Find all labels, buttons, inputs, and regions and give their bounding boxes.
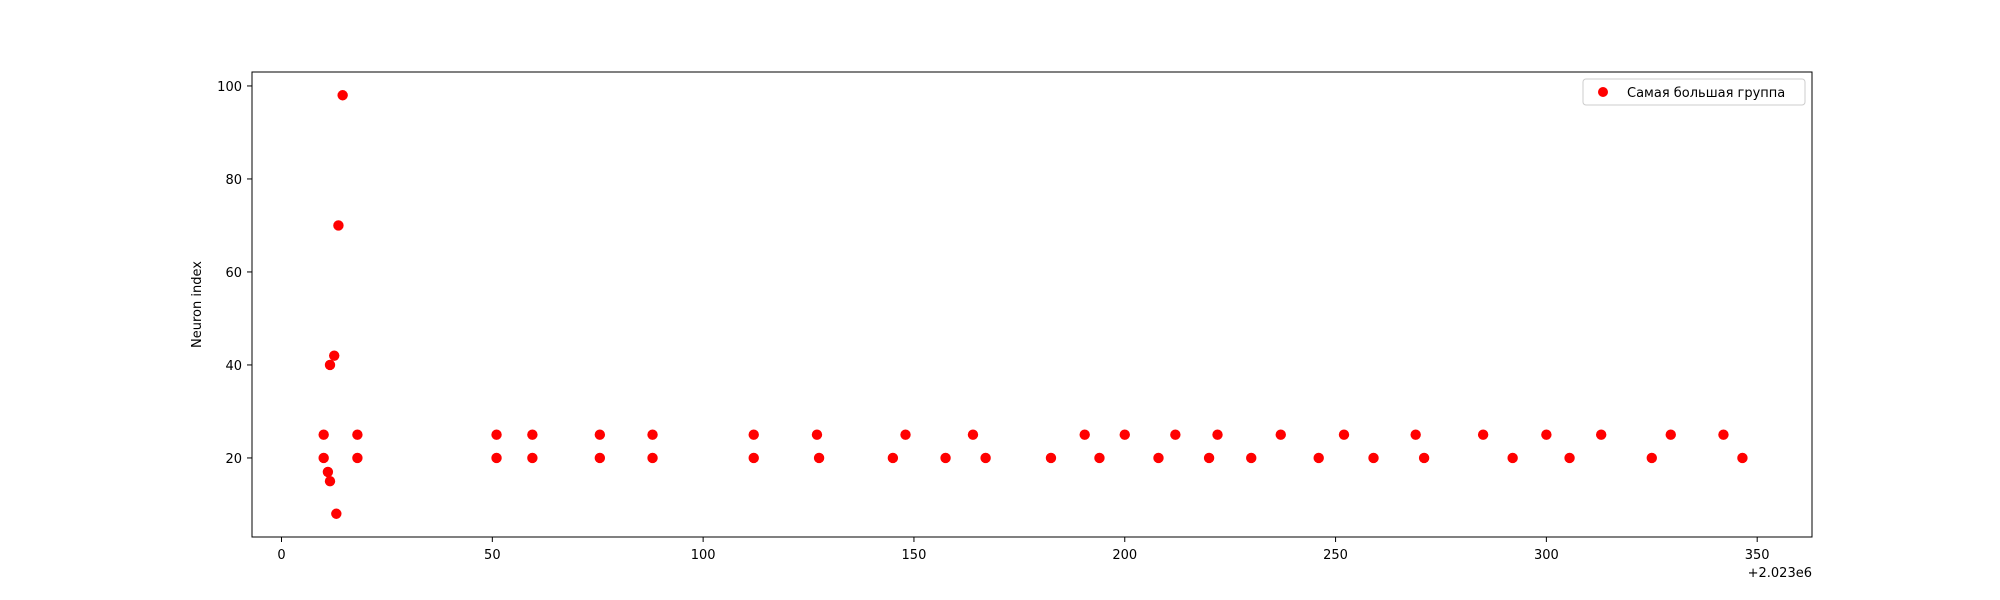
data-point	[1275, 429, 1286, 440]
x-tick-label: 300	[1534, 548, 1559, 563]
y-tick-label: 100	[217, 80, 242, 95]
data-point	[352, 429, 363, 440]
x-tick-label: 50	[484, 548, 501, 563]
y-axis: 20 40 60 80 100	[217, 80, 252, 467]
data-point	[318, 429, 329, 440]
data-point	[1477, 429, 1489, 440]
legend-marker	[1598, 87, 1608, 97]
data-point	[1212, 429, 1223, 440]
plot-frame	[251, 71, 1813, 538]
data-point	[1507, 452, 1518, 464]
data-point	[1094, 452, 1105, 464]
data-point	[647, 452, 658, 464]
data-points	[318, 90, 1748, 519]
data-point	[900, 429, 911, 440]
x-tick-label: 150	[902, 548, 927, 563]
data-point	[887, 452, 899, 464]
data-point	[1718, 429, 1729, 440]
data-point	[813, 452, 825, 464]
data-point	[1737, 452, 1748, 464]
legend-entry-label: Самая большая группа	[1627, 86, 1785, 101]
data-point	[1045, 452, 1057, 464]
x-tick-label: 200	[1112, 548, 1137, 563]
x-tick-label: 0	[277, 548, 285, 563]
data-point	[980, 452, 991, 464]
y-axis-label: Neuron index	[190, 261, 205, 348]
data-point	[1079, 429, 1090, 440]
x-tick-label: 350	[1745, 548, 1770, 563]
data-point	[594, 452, 606, 464]
x-tick-label: 250	[1323, 548, 1348, 563]
data-point	[748, 429, 759, 440]
data-point	[940, 452, 951, 464]
data-point	[324, 359, 336, 371]
data-point	[647, 429, 658, 440]
y-tick-label: 40	[225, 359, 242, 374]
data-point	[967, 429, 979, 440]
data-point	[1595, 429, 1607, 440]
data-point	[318, 452, 329, 464]
data-point	[1368, 452, 1379, 464]
data-point	[337, 90, 348, 101]
data-point	[527, 452, 538, 464]
y-tick-label: 20	[225, 452, 242, 467]
data-point	[331, 508, 342, 519]
x-tick-label: 100	[691, 548, 716, 563]
data-point	[324, 476, 336, 487]
data-point	[333, 220, 344, 231]
data-point	[1246, 452, 1257, 464]
data-point	[352, 452, 363, 464]
data-point	[322, 466, 334, 478]
x-axis: 0 50 100 150 200 250 300 350	[277, 537, 1770, 563]
legend: Самая большая группа	[1582, 78, 1806, 106]
data-point	[1153, 452, 1164, 464]
y-tick-label: 60	[225, 266, 242, 281]
data-point	[1203, 452, 1215, 464]
data-point	[1338, 429, 1350, 440]
data-point	[1313, 452, 1324, 464]
data-point	[594, 429, 606, 440]
data-point	[491, 452, 502, 464]
data-point	[1646, 452, 1657, 464]
data-point	[1410, 429, 1421, 440]
data-point	[1665, 429, 1676, 440]
data-point	[527, 429, 538, 440]
data-point	[1170, 429, 1181, 440]
legend-box	[1582, 78, 1806, 106]
data-point	[491, 429, 502, 440]
data-point	[1119, 429, 1130, 440]
data-point	[748, 452, 759, 464]
data-point	[1418, 452, 1430, 464]
y-tick-label: 80	[225, 173, 242, 188]
data-point	[811, 429, 823, 440]
data-point	[1541, 429, 1552, 440]
data-point	[1564, 452, 1575, 464]
data-point	[329, 350, 340, 361]
x-axis-offset-label: +2.023e6	[1748, 566, 1812, 581]
